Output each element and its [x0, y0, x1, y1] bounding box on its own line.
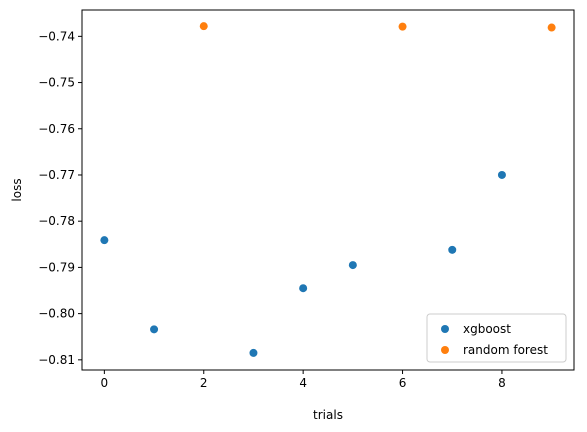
- y-tick-label: −0.80: [38, 307, 75, 321]
- data-point-xgboost: [448, 245, 457, 254]
- x-tick-label: 2: [200, 376, 208, 390]
- legend-label: xgboost: [463, 322, 511, 336]
- data-point-xgboost: [150, 325, 159, 334]
- data-point-xgboost: [497, 170, 506, 179]
- data-point-random-forest: [547, 23, 556, 32]
- y-tick-label: −0.78: [38, 214, 75, 228]
- legend-box: [426, 313, 567, 363]
- y-tick-label: −0.74: [38, 29, 75, 43]
- plot-frame: [81, 9, 575, 371]
- data-point-xgboost: [299, 284, 308, 293]
- y-tick-label: −0.75: [38, 76, 75, 90]
- data-point-xgboost: [348, 261, 357, 270]
- data-point-random-forest: [199, 22, 208, 31]
- y-axis-label: loss: [10, 178, 24, 201]
- data-point-xgboost: [100, 236, 109, 245]
- legend: xgboost random forest: [426, 313, 567, 363]
- data-point-random-forest: [398, 22, 407, 31]
- x-tick-label: 4: [299, 376, 307, 390]
- data-points: [100, 22, 556, 357]
- legend-marker: [441, 346, 449, 354]
- y-tick-label: −0.76: [38, 122, 75, 136]
- legend-marker: [441, 325, 449, 333]
- x-tick-label: 8: [498, 376, 506, 390]
- y-axis-ticks: −0.74 −0.75 −0.76 −0.77 −0.78 −0.79 −0.80 −0.81: [38, 29, 82, 367]
- y-tick-label: −0.77: [38, 168, 75, 182]
- y-tick-label: −0.81: [38, 353, 75, 367]
- x-axis-ticks: 0 2 4 6 8: [101, 370, 506, 390]
- legend-label: random forest: [463, 343, 548, 357]
- x-tick-label: 6: [399, 376, 407, 390]
- x-tick-label: 0: [101, 376, 109, 390]
- y-tick-label: −0.79: [38, 260, 75, 274]
- data-point-xgboost: [249, 348, 258, 357]
- x-axis-label: trials: [313, 408, 343, 422]
